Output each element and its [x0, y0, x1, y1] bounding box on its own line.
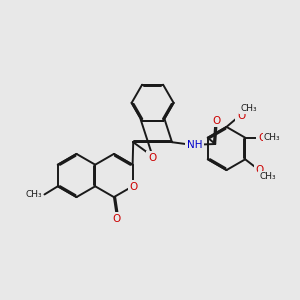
- Text: O: O: [258, 133, 266, 143]
- Text: CH₃: CH₃: [264, 133, 280, 142]
- Text: CH₃: CH₃: [26, 190, 42, 199]
- Text: CH₃: CH₃: [240, 103, 257, 112]
- Text: O: O: [112, 214, 120, 224]
- Text: NH: NH: [187, 140, 202, 150]
- Text: O: O: [256, 165, 264, 175]
- Text: O: O: [130, 182, 138, 192]
- Text: O: O: [148, 153, 156, 163]
- Text: O: O: [212, 116, 220, 126]
- Text: CH₃: CH₃: [260, 172, 276, 181]
- Text: O: O: [237, 110, 245, 121]
